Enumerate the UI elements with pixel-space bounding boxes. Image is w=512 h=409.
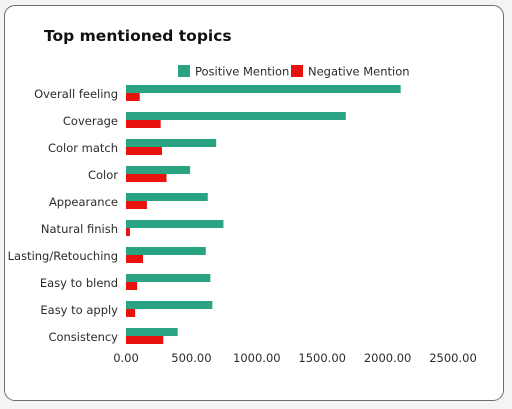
bar-positive-color-match [126,139,217,147]
bar-negative-easy-to-apply [126,309,136,317]
bar-negative-overall-feeling [126,93,140,101]
bar-positive-natural-finish [126,220,224,228]
x-tick-label: 0.00 [113,351,139,365]
bar-negative-lasting-retouching [126,255,144,263]
bar-negative-consistency [126,336,164,344]
chart-title: Top mentioned topics [44,27,232,45]
bar-positive-overall-feeling [126,85,401,93]
x-tick-label: 2000.00 [364,351,412,365]
x-tick-label: 1000.00 [233,351,281,365]
bar-positive-easy-to-apply [126,301,213,309]
x-tick-label: 2500.00 [429,351,477,365]
bar-negative-color [126,174,167,182]
bar-negative-coverage [126,120,161,128]
bar-negative-natural-finish [126,228,130,236]
bar-positive-easy-to-blend [126,274,211,282]
category-label-easy-to-blend: Easy to blend [40,276,118,290]
category-label-appearance: Appearance [49,195,118,209]
bar-positive-color [126,166,191,174]
category-label-lasting-retouching: Lasting/Retouching [8,249,118,263]
x-tick-label: 1500.00 [298,351,346,365]
chart-card [4,5,504,401]
category-label-consistency: Consistency [48,330,118,344]
category-label-color-match: Color match [48,141,118,155]
bar-positive-lasting-retouching [126,247,206,255]
category-label-easy-to-apply: Easy to apply [40,303,118,317]
bar-negative-easy-to-blend [126,282,138,290]
legend-label-positive: Positive Mention [195,65,289,79]
legend-label-negative: Negative Mention [308,65,410,79]
legend-swatch-positive [178,65,190,77]
category-label-natural-finish: Natural finish [41,222,118,236]
legend-swatch-negative [291,65,303,77]
bar-negative-appearance [126,201,147,209]
bar-positive-coverage [126,112,346,120]
x-tick-label: 500.00 [171,351,211,365]
category-label-color: Color [88,168,118,182]
bar-positive-consistency [126,328,178,336]
bar-positive-appearance [126,193,208,201]
category-label-coverage: Coverage [63,114,118,128]
category-label-overall-feeling: Overall feeling [34,87,118,101]
bar-negative-color-match [126,147,162,155]
